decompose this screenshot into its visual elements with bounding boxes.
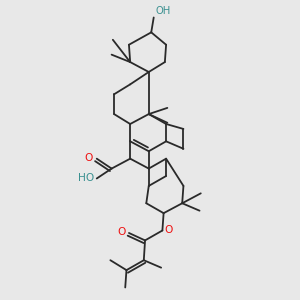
Text: O: O	[85, 153, 93, 163]
Text: O: O	[118, 227, 126, 237]
Text: OH: OH	[156, 5, 171, 16]
Text: O: O	[165, 226, 173, 236]
Text: HO: HO	[77, 173, 94, 184]
